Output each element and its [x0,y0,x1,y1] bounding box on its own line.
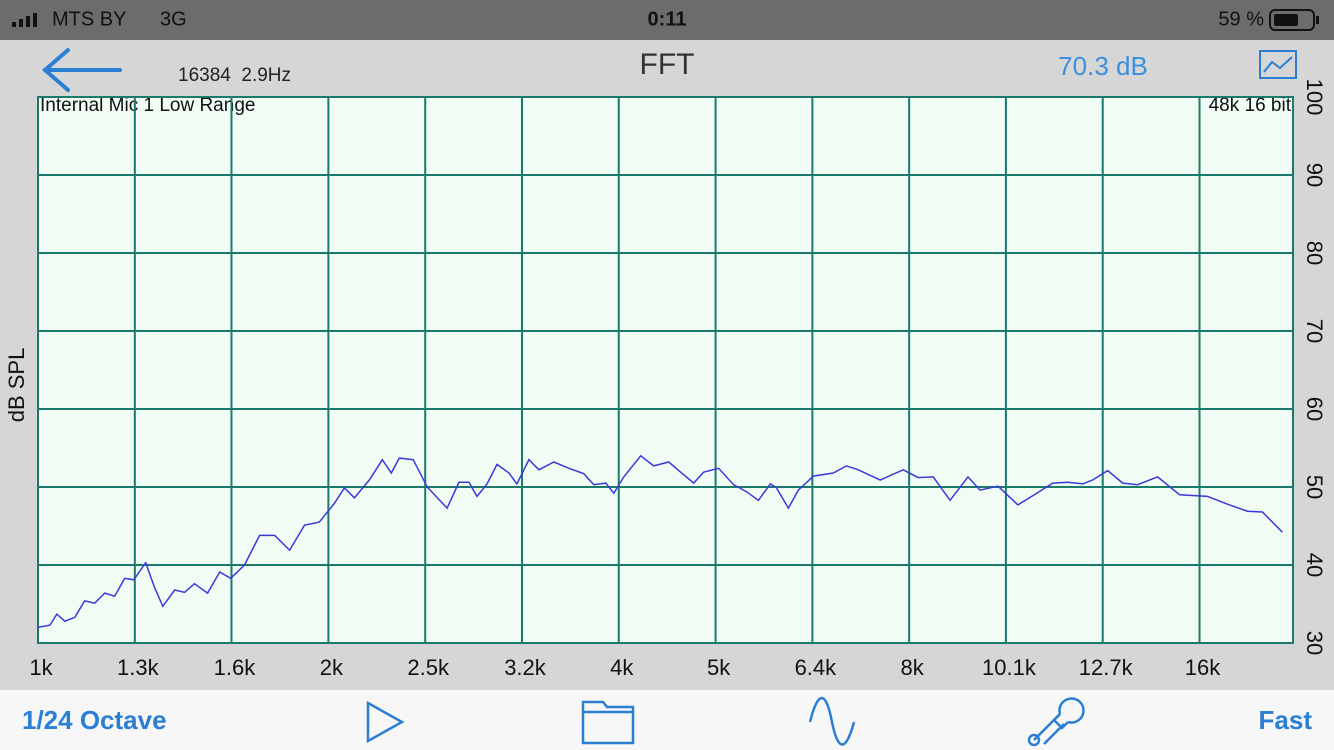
generator-button[interactable] [808,697,856,746]
x-tick-label: 5k [707,655,731,680]
status-bar [0,0,1334,40]
x-tick-label: 2.5k [407,655,450,680]
settings-button[interactable] [1027,697,1085,747]
level-readout[interactable]: 70.3 dB [1058,51,1148,81]
x-tick-label: 8k [901,655,925,680]
x-tick-label: 2k [320,655,344,680]
back-button[interactable] [41,48,122,92]
x-tick-label: 1k [29,655,53,680]
format-label: 48k 16 bit [1209,95,1292,116]
network: 3G [160,8,187,30]
y-tick-label: 70 [1302,319,1327,343]
toolbar [0,690,1334,750]
x-tick-label: 12.7k [1079,655,1134,680]
y-axis-label: dB SPL [4,348,29,423]
x-tick-label: 6.4k [795,655,838,680]
plot [38,97,1293,643]
y-tick-label: 100 [1302,79,1327,116]
carrier: MTS BY [52,8,126,30]
plot-background [38,97,1293,643]
folder-button[interactable] [581,700,635,745]
plot-border [37,96,1294,644]
x-tick-label: 4k [610,655,634,680]
y-tick-label: 60 [1302,397,1327,421]
battery-icon [1269,9,1319,31]
battery-level: 59 % [1218,8,1264,30]
play-button[interactable] [366,700,405,744]
graph-button[interactable] [1259,50,1297,79]
spectrum-line [37,454,1283,629]
x-tick-label: 10.1k [982,655,1037,680]
y-tick-label: 30 [1302,631,1327,655]
y-tick-label: 50 [1302,475,1327,499]
x-tick-label: 16k [1185,655,1221,680]
y-tick-label: 90 [1302,163,1327,187]
clock: 0:11 [648,8,687,30]
input-label: Internal Mic 1 Low Range [40,95,255,116]
y-tick-label: 40 [1302,553,1327,577]
speed-button[interactable]: Fast [1259,705,1313,735]
x-tick-label: 1.6k [214,655,257,680]
screen-title: FFT [640,48,695,81]
fft-info: 16384 2.9Hz [178,65,291,86]
x-tick-label: 3.2k [504,655,547,680]
resolution-button[interactable]: 1/24 Octave [22,705,167,735]
signal-icon [12,13,37,27]
x-tick-label: 1.3k [117,655,160,680]
y-tick-label: 80 [1302,241,1327,265]
